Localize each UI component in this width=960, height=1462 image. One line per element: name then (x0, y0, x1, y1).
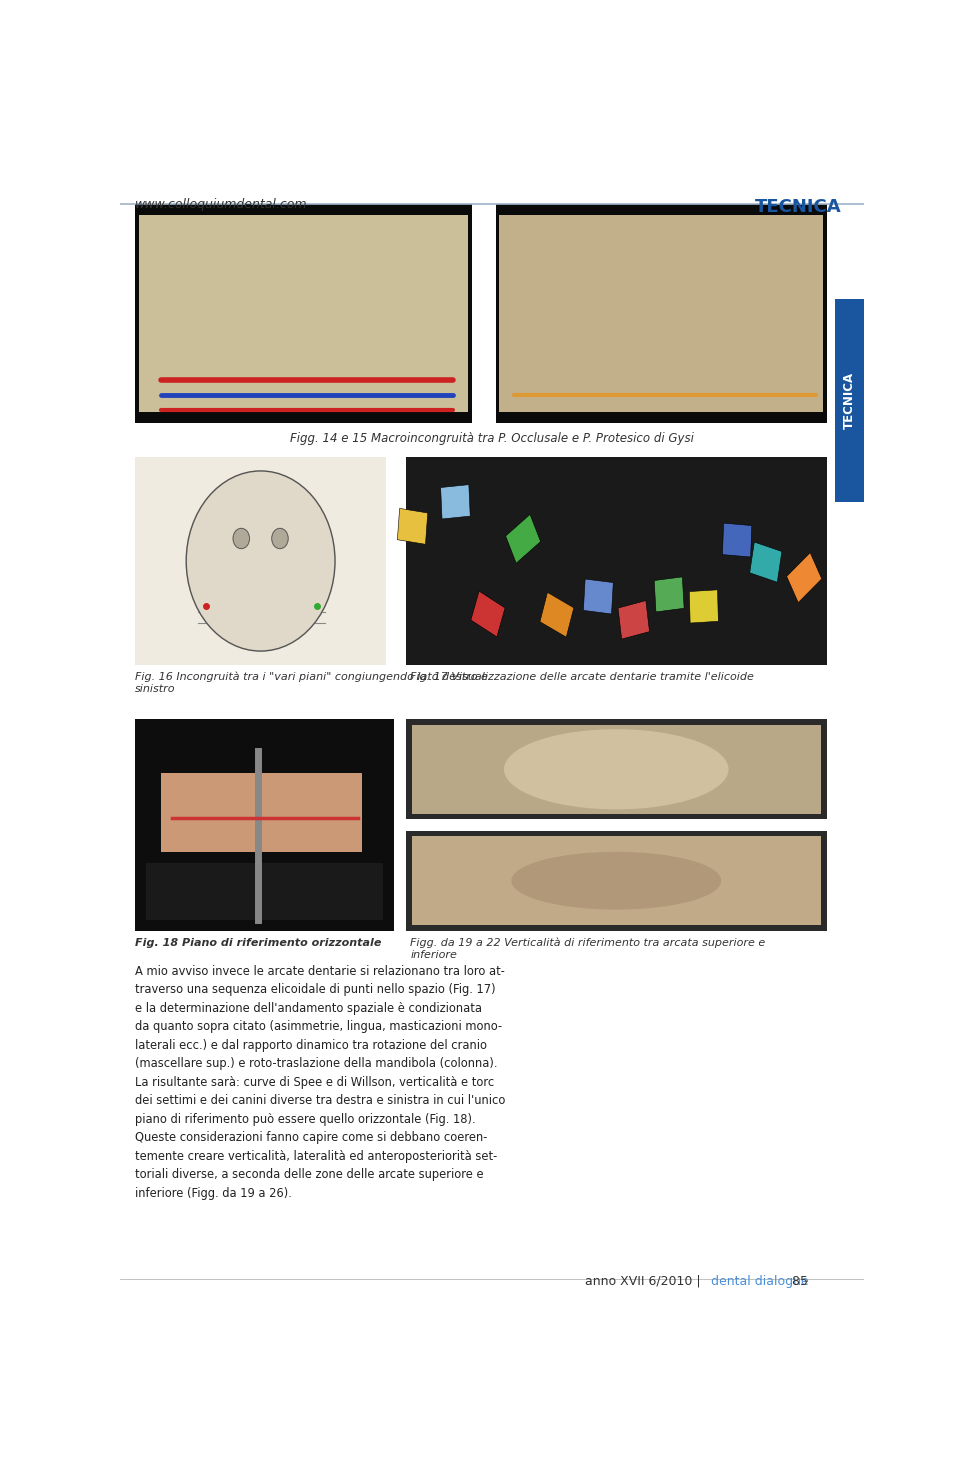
Bar (161, 773, 362, 852)
Text: TECNICA: TECNICA (756, 197, 842, 216)
Polygon shape (786, 553, 822, 602)
Ellipse shape (233, 528, 250, 548)
Polygon shape (470, 591, 505, 637)
Text: Fig. 16 Incongruità tra i "vari piani" congiungendo lato destro e
sinistro: Fig. 16 Incongruità tra i "vari piani" c… (134, 673, 488, 694)
Ellipse shape (505, 730, 728, 808)
Text: anno XVII 6/2010 |: anno XVII 6/2010 | (585, 1275, 705, 1288)
Bar (499, 215, 823, 412)
Ellipse shape (512, 852, 720, 909)
Polygon shape (750, 542, 781, 582)
Text: Figg. da 19 a 22 Verticalità di riferimento tra arcata superiore e
inferiore: Figg. da 19 a 22 Verticalità di riferime… (410, 937, 765, 959)
Bar (406, 456, 827, 665)
Polygon shape (654, 577, 684, 613)
Text: 85: 85 (784, 1275, 808, 1288)
Bar (134, 203, 472, 423)
Polygon shape (441, 485, 470, 519)
Text: Fig. 18 Piano di riferimento orizzontale: Fig. 18 Piano di riferimento orizzontale (134, 937, 381, 947)
Text: www.colloquiumdental.com: www.colloquiumdental.com (134, 197, 307, 211)
Polygon shape (540, 592, 574, 637)
Polygon shape (618, 601, 650, 639)
Polygon shape (506, 515, 540, 563)
Ellipse shape (186, 471, 335, 651)
Bar (406, 830, 827, 931)
Ellipse shape (272, 528, 288, 548)
Text: Fig. 17 Visualizzazione delle arcate dentarie tramite l'elicoide: Fig. 17 Visualizzazione delle arcate den… (410, 673, 754, 681)
Bar (134, 456, 386, 665)
Bar (406, 719, 827, 819)
Bar (146, 863, 383, 920)
Text: Figg. 14 e 15 Macroincongruità tra P. Occlusale e P. Protesico di Gysi: Figg. 14 e 15 Macroincongruità tra P. Oc… (290, 433, 694, 444)
Polygon shape (584, 579, 613, 614)
Bar (138, 215, 468, 412)
Text: A mio avviso invece le arcate dentarie si relazionano tra loro at-
traverso una : A mio avviso invece le arcate dentarie s… (134, 965, 505, 1200)
Polygon shape (397, 509, 428, 544)
Bar (412, 725, 821, 814)
Bar (495, 203, 827, 423)
Bar (412, 836, 821, 925)
Bar (134, 719, 394, 931)
Polygon shape (723, 523, 752, 557)
Bar (835, 300, 864, 501)
Text: dental dialogue: dental dialogue (711, 1275, 809, 1288)
Polygon shape (689, 589, 718, 623)
Text: TECNICA: TECNICA (843, 371, 856, 430)
